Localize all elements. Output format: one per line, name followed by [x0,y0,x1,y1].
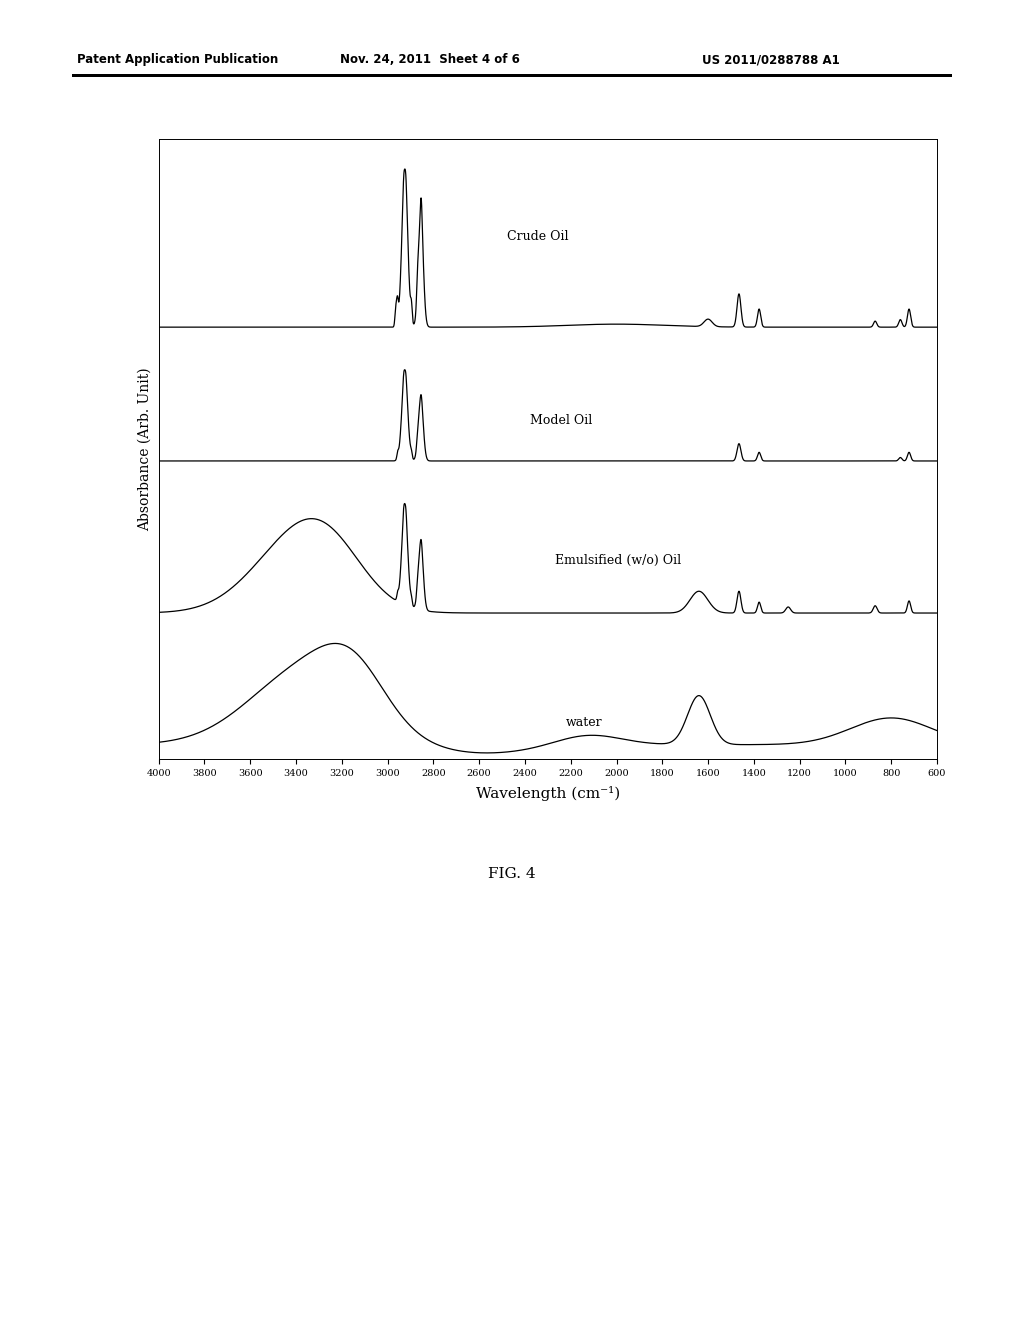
Text: Nov. 24, 2011  Sheet 4 of 6: Nov. 24, 2011 Sheet 4 of 6 [340,53,520,66]
X-axis label: Wavelength (cm⁻¹): Wavelength (cm⁻¹) [476,785,620,801]
Text: Patent Application Publication: Patent Application Publication [77,53,279,66]
Text: FIG. 4: FIG. 4 [488,867,536,880]
Y-axis label: Absorbance (Arb. Unit): Absorbance (Arb. Unit) [138,367,152,531]
Text: Crude Oil: Crude Oil [507,230,568,243]
Text: Emulsified (w/o) Oil: Emulsified (w/o) Oil [555,554,681,566]
Text: Model Oil: Model Oil [529,414,592,428]
Text: water: water [566,715,603,729]
Text: US 2011/0288788 A1: US 2011/0288788 A1 [701,53,840,66]
